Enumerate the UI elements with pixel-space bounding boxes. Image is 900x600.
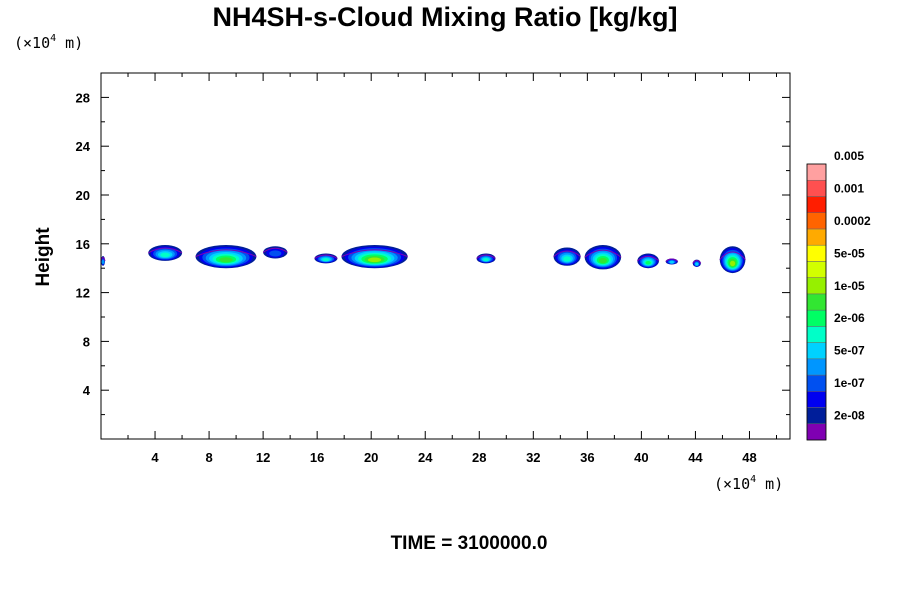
colorbar-swatch xyxy=(806,244,827,262)
cloud-patch xyxy=(553,247,581,266)
cloud-band xyxy=(730,260,736,267)
plot-area xyxy=(100,245,746,274)
y-tick-label: 8 xyxy=(83,334,90,349)
x-tick-label: 24 xyxy=(418,450,433,465)
cloud-patch xyxy=(692,259,702,267)
x-tick-label: 44 xyxy=(688,450,703,465)
x-tick-label: 4 xyxy=(151,450,159,465)
cloud-rim xyxy=(584,249,622,258)
colorbar: 2e-08 1e-07 5e-07 2e-06 1e-05 5e-05 0.0002 0.00… xyxy=(806,149,871,441)
x-tick-label: 32 xyxy=(526,450,540,465)
chart-title: NH4SH-s-Cloud Mixing Ratio [kg/kg] xyxy=(213,2,678,32)
cloud-patch xyxy=(262,246,288,259)
cloud-rim xyxy=(341,249,408,258)
cloud-rim xyxy=(719,251,746,260)
cloud-band xyxy=(563,256,571,262)
colorbar-label: 0.005 xyxy=(834,149,864,163)
colorbar-label: 2e-08 xyxy=(834,409,865,423)
cloud-rim xyxy=(262,247,288,253)
colorbar-swatch xyxy=(806,261,827,278)
colorbar-swatch xyxy=(806,309,827,327)
y-tick-label: 20 xyxy=(76,188,90,203)
cloud-band xyxy=(219,257,233,263)
colorbar-label: 0.001 xyxy=(834,181,864,195)
y-tick-label: 24 xyxy=(76,139,91,154)
colorbar-swatch xyxy=(806,342,827,360)
x-tick-label: 48 xyxy=(742,450,756,465)
cloud-patch xyxy=(665,258,679,265)
colorbar-label: 2e-06 xyxy=(834,311,865,325)
colorbar-swatch xyxy=(806,407,827,425)
colorbar-swatch xyxy=(806,163,827,181)
cloud-band xyxy=(367,257,382,263)
cloud-band xyxy=(101,259,105,264)
y-unit-label: (×104 m) xyxy=(14,33,83,52)
x-tick-label: 28 xyxy=(472,450,486,465)
cloud-rim xyxy=(148,247,183,254)
cloud-rim xyxy=(665,258,679,262)
colorbar-swatch xyxy=(806,179,827,197)
colorbar-swatch xyxy=(806,293,827,311)
colorbar-label: 1e-05 xyxy=(834,279,865,293)
cloud-band xyxy=(695,262,699,266)
cloud-band xyxy=(269,250,282,257)
y-axis-label: Height xyxy=(33,227,54,287)
plot-frame xyxy=(100,72,791,440)
colorbar-swatch xyxy=(806,277,827,295)
cloud-rim xyxy=(692,259,702,264)
x-tick-label: 8 xyxy=(205,450,212,465)
cloud-band xyxy=(322,258,330,262)
cloud-patch xyxy=(100,256,106,266)
colorbar-label: 0.0002 xyxy=(834,214,871,228)
cloud-rim xyxy=(553,250,581,257)
y-tick-label: 28 xyxy=(76,90,90,105)
cloud-patch xyxy=(476,253,496,264)
cloud-patch xyxy=(314,253,338,264)
colorbar-swatch xyxy=(806,391,827,408)
x-tick-label: 40 xyxy=(634,450,648,465)
y-tick-label: 16 xyxy=(76,237,90,252)
cloud-band xyxy=(483,258,489,262)
colorbar-label: 5e-07 xyxy=(834,344,865,358)
cloud-patch xyxy=(341,245,408,269)
x-tick-label: 20 xyxy=(364,450,378,465)
x-unit-label: (×104 m) xyxy=(714,474,783,493)
cloud-rim xyxy=(476,254,496,259)
time-label: TIME = 3100000.0 xyxy=(391,533,548,554)
cloud-band xyxy=(598,257,607,264)
colorbar-swatch xyxy=(806,228,827,246)
x-tick-label: 36 xyxy=(580,450,594,465)
colorbar-swatch xyxy=(806,423,827,441)
cloud-rim xyxy=(314,254,338,259)
cloud-band xyxy=(645,260,651,265)
cloud-band xyxy=(160,252,170,258)
colorbar-label: 5e-05 xyxy=(834,246,865,260)
colorbar-label: 1e-07 xyxy=(834,376,865,390)
cloud-band xyxy=(669,260,674,264)
x-tick-label: 16 xyxy=(310,450,324,465)
cloud-patch xyxy=(195,245,257,269)
cloud-rim xyxy=(195,249,257,258)
cloud-patch xyxy=(148,245,183,261)
colorbar-swatch xyxy=(806,374,827,392)
cloud-patch xyxy=(637,253,660,269)
cloud-patch xyxy=(584,245,622,270)
colorbar-swatch xyxy=(806,358,827,376)
y-tick-label: 4 xyxy=(83,383,91,398)
cloud-rim xyxy=(637,255,660,262)
colorbar-swatch xyxy=(806,212,827,230)
x-tick-label: 12 xyxy=(256,450,270,465)
cloud-patch xyxy=(719,246,746,274)
colorbar-swatch xyxy=(806,196,827,213)
colorbar-swatch xyxy=(806,326,827,343)
colorbar-frame xyxy=(806,163,827,441)
y-tick-label: 12 xyxy=(76,286,90,301)
